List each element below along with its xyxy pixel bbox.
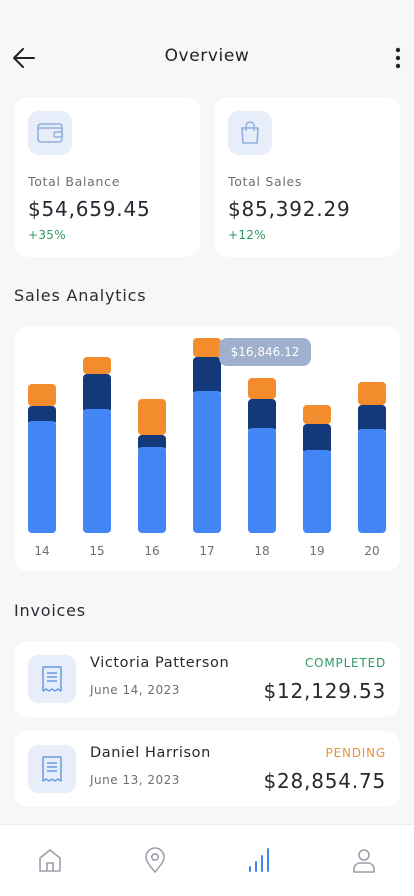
tooltip-value: $16,846.12 [231,345,300,359]
stat-value: $85,392.29 [228,197,351,221]
location-pin-icon [145,847,165,873]
invoice-amount: $12,129.53 [263,679,386,703]
bar-segment-16-2[interactable] [138,399,166,435]
x-tick-label: 17 [199,544,214,558]
bar-segment-17-1[interactable] [193,357,221,395]
wallet-icon [28,111,72,155]
chart-tooltip: $16,846.12 [219,338,311,366]
invoice-item[interactable]: Victoria Patterson June 14, 2023 COMPLET… [14,641,400,717]
bar-segment-19-1[interactable] [303,424,331,454]
bar-segment-18-1[interactable] [248,399,276,432]
more-options-button[interactable] [390,44,406,72]
bar-segment-15-1[interactable] [83,374,111,413]
receipt-icon [28,655,76,703]
bar-segment-15-2[interactable] [83,357,111,374]
more-vertical-icon [395,47,401,69]
invoice-amount: $28,854.75 [263,769,386,793]
stat-value: $54,659.45 [28,197,151,221]
bar-segment-14-2[interactable] [28,384,56,406]
bar-chart: 14 15 16 17 $16,846.12 18 19 20 [28,338,386,558]
invoice-date: June 13, 2023 [90,773,180,787]
back-button[interactable] [10,44,38,72]
x-tick-label: 15 [89,544,104,558]
stat-change: +35% [28,228,66,242]
bar-segment-16-0[interactable] [138,447,166,533]
total-balance-card[interactable]: Total Balance $54,659.45 +35% [14,97,200,257]
stat-label: Total Balance [28,174,121,189]
nav-profile[interactable] [349,845,379,875]
page-title: Overview [164,46,250,66]
home-icon [39,849,61,872]
bar-segment-19-0[interactable] [303,450,331,533]
x-tick-label: 18 [254,544,269,558]
stat-change: +12% [228,228,266,242]
invoice-status: COMPLETED [304,656,386,670]
nav-home[interactable] [35,845,65,875]
bar-segment-20-0[interactable] [358,429,386,533]
bar-chart-icon [249,848,269,872]
bottom-nav [0,824,414,896]
arrow-left-icon [13,48,35,68]
invoice-status: PENDING [325,746,386,760]
nav-analytics[interactable] [244,845,274,875]
bar-segment-17-2[interactable] [193,338,221,357]
x-tick-label: 19 [309,544,324,558]
bar-segment-19-2[interactable] [303,405,331,424]
app-header: Overview [0,0,414,110]
bar-segment-18-2[interactable] [248,378,276,399]
shopping-bag-icon [228,111,272,155]
sales-analytics-chart: 14 15 16 17 $16,846.12 18 19 20 [14,326,400,571]
invoice-date: June 14, 2023 [90,683,180,697]
bar-segment-14-0[interactable] [28,421,56,533]
invoices-title: Invoices [14,601,86,620]
bar-segment-18-0[interactable] [248,428,276,533]
bar-segment-14-1[interactable] [28,406,56,425]
x-tick-label: 14 [34,544,49,558]
bar-segment-17-0[interactable] [193,391,221,533]
user-icon [353,849,375,873]
receipt-icon [28,745,76,793]
stat-label: Total Sales [228,174,303,189]
invoice-name: Victoria Patterson [90,655,230,671]
bar-segment-15-0[interactable] [83,409,111,533]
invoice-item[interactable]: Daniel Harrison June 13, 2023 PENDING $2… [14,731,400,807]
x-tick-label: 20 [364,544,379,558]
bar-segment-20-1[interactable] [358,405,386,433]
invoice-name: Daniel Harrison [90,745,211,761]
sales-analytics-title: Sales Analytics [14,286,147,305]
tooltip-background [219,338,311,366]
nav-location[interactable] [140,845,170,875]
x-tick-label: 16 [144,544,159,558]
total-sales-card[interactable]: Total Sales $85,392.29 +12% [214,97,400,257]
bar-segment-20-2[interactable] [358,382,386,405]
